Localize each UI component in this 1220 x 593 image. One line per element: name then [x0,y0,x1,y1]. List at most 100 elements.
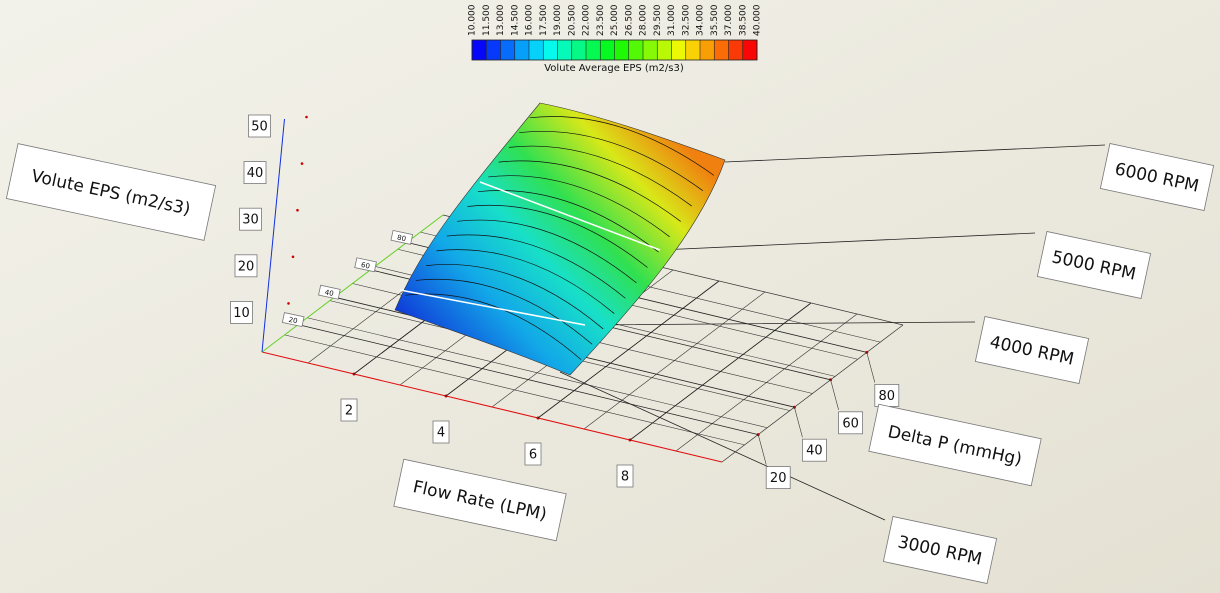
colorbar-segment [628,40,644,60]
z-tick-label: 10 [233,306,250,321]
z-tick [287,302,290,305]
z-tick-label: 50 [251,120,268,135]
y-tick-label: 20 [770,471,787,486]
annotation-box: 4000 RPM [974,316,1090,384]
z-tick-label-frame [243,161,267,185]
x-tick-label-frame [340,398,358,422]
contour [426,264,604,330]
z-tick-label-box: 10 [230,300,253,324]
surface [394,102,726,376]
tick-leader [866,352,876,383]
y-tick-label-left-frame [318,284,341,300]
colorbar-segment [685,40,701,60]
colorbar-segment [643,40,658,60]
x-tick-label-frame [524,442,542,466]
colorbar-segment [657,40,672,60]
colorbar-segment [557,40,573,60]
colorbar-tick-label: 28.000 [639,4,649,36]
colorbar-tick-label: 29.500 [653,4,663,36]
grid-line [537,280,720,419]
colorbar-segment [514,40,530,60]
colorbar-tick-label: 26.500 [624,4,634,36]
tick-leader [757,434,767,465]
grid-line [629,302,812,441]
z-tick-label-box: 50 [248,114,271,138]
contour [508,145,692,207]
colorbar-segment [742,40,758,60]
colorbar-segment [529,40,544,60]
rpm-line [399,289,586,326]
colorbar-tick-label: 20.500 [567,4,577,36]
x-tick-label: 2 [345,404,353,419]
grid-line [298,324,759,435]
z-tick [300,162,304,165]
contour [446,234,626,299]
y-tick-label-left-box: 60 [354,257,377,273]
x-tick-label-box: 4 [432,420,450,444]
z-tick-label-box: 30 [239,207,262,231]
annotation-box: 5000 RPM [1036,231,1152,299]
y-tick-label-left: 20 [288,316,298,326]
y-tick-label-left-box: 40 [318,284,341,300]
colorbar: 10.000 11.500 13.000 14.500 16.000 17.500 19.0… [468,4,763,61]
x-tick-label: 6 [529,448,537,463]
x-tick-label-box: 8 [616,464,634,488]
connector [559,371,886,521]
y-tick-label-box: 60 [838,411,863,435]
colorbar-segment [714,40,729,60]
y-tick-label-left: 40 [324,288,334,298]
z-axis-label-frame [5,143,217,241]
y-tick-label: 60 [842,416,859,431]
y-tick-label-left: 60 [360,261,370,271]
tick-leader [830,379,839,410]
annotation-frame [882,516,998,584]
contour [415,278,593,345]
x-tick-label-frame [432,420,450,444]
z-tick-label: 20 [238,259,255,274]
annotation-box: 3000 RPM [882,516,998,584]
contour [488,175,670,238]
colorbar-segment [543,40,558,60]
x-tick-label: 4 [437,426,445,441]
z-tick [291,255,295,259]
z-tick-label-box: 40 [243,161,267,185]
z-tick-label-box: 20 [234,254,258,278]
colorbar-segment [472,40,487,60]
y-tick-label-left-box: 80 [390,229,414,245]
y-tick-label-frame [802,438,827,462]
colorbar-tick-label: 14.500 [510,4,520,36]
x-axis [261,351,723,463]
y-tick-label-left-box: 20 [281,312,305,328]
colorbar-tick-label: 37.000 [724,4,734,36]
y-tick-label-left-frame [281,312,305,328]
colorbar-tick-label: 32.500 [681,4,691,36]
colorbar-label: Volute Average EPS (m2/s3) [544,63,684,74]
colorbar-tick-label: 25.000 [610,4,620,36]
colorbar-tick-label: 22.000 [582,4,592,36]
tick-leader [794,407,803,438]
z-tick-label-frame [239,207,262,231]
y-axis [261,214,444,353]
colorbar-tick-label: 35.500 [710,4,720,36]
colorbar-segment [614,40,630,60]
y-tick-label: 80 [879,389,896,404]
x-axis-label-frame [393,458,567,542]
colorbar-tick-label: 13.000 [496,4,506,36]
minor-grid-line [284,334,745,446]
annotation-frame [974,316,1090,384]
colorbar-tick-label: 16.000 [525,4,535,36]
z-tick [305,115,308,119]
z-tick [296,208,299,212]
y-tick-label-box: 40 [802,438,827,462]
y-tick-label-frame [838,411,863,435]
contour [498,160,681,222]
colorbar-segment [486,40,501,60]
z-tick-label-frame [234,254,258,278]
z-tick-label-frame [230,300,253,324]
colorbar-segment [586,40,601,60]
rpm-line [479,181,661,251]
y-tick-label-left-frame [390,229,414,245]
colorbar-tick-label: 31.000 [667,4,677,36]
